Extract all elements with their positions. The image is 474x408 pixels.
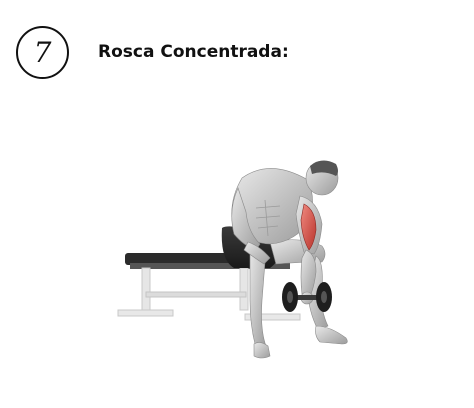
step-number: 7 <box>33 35 52 69</box>
exercise-title: Rosca Concentrada: <box>98 42 289 62</box>
exercise-illustration <box>117 160 348 359</box>
athlete-figure <box>221 160 348 359</box>
step-number-badge: 7 <box>16 26 69 79</box>
dumbbell <box>282 282 332 312</box>
